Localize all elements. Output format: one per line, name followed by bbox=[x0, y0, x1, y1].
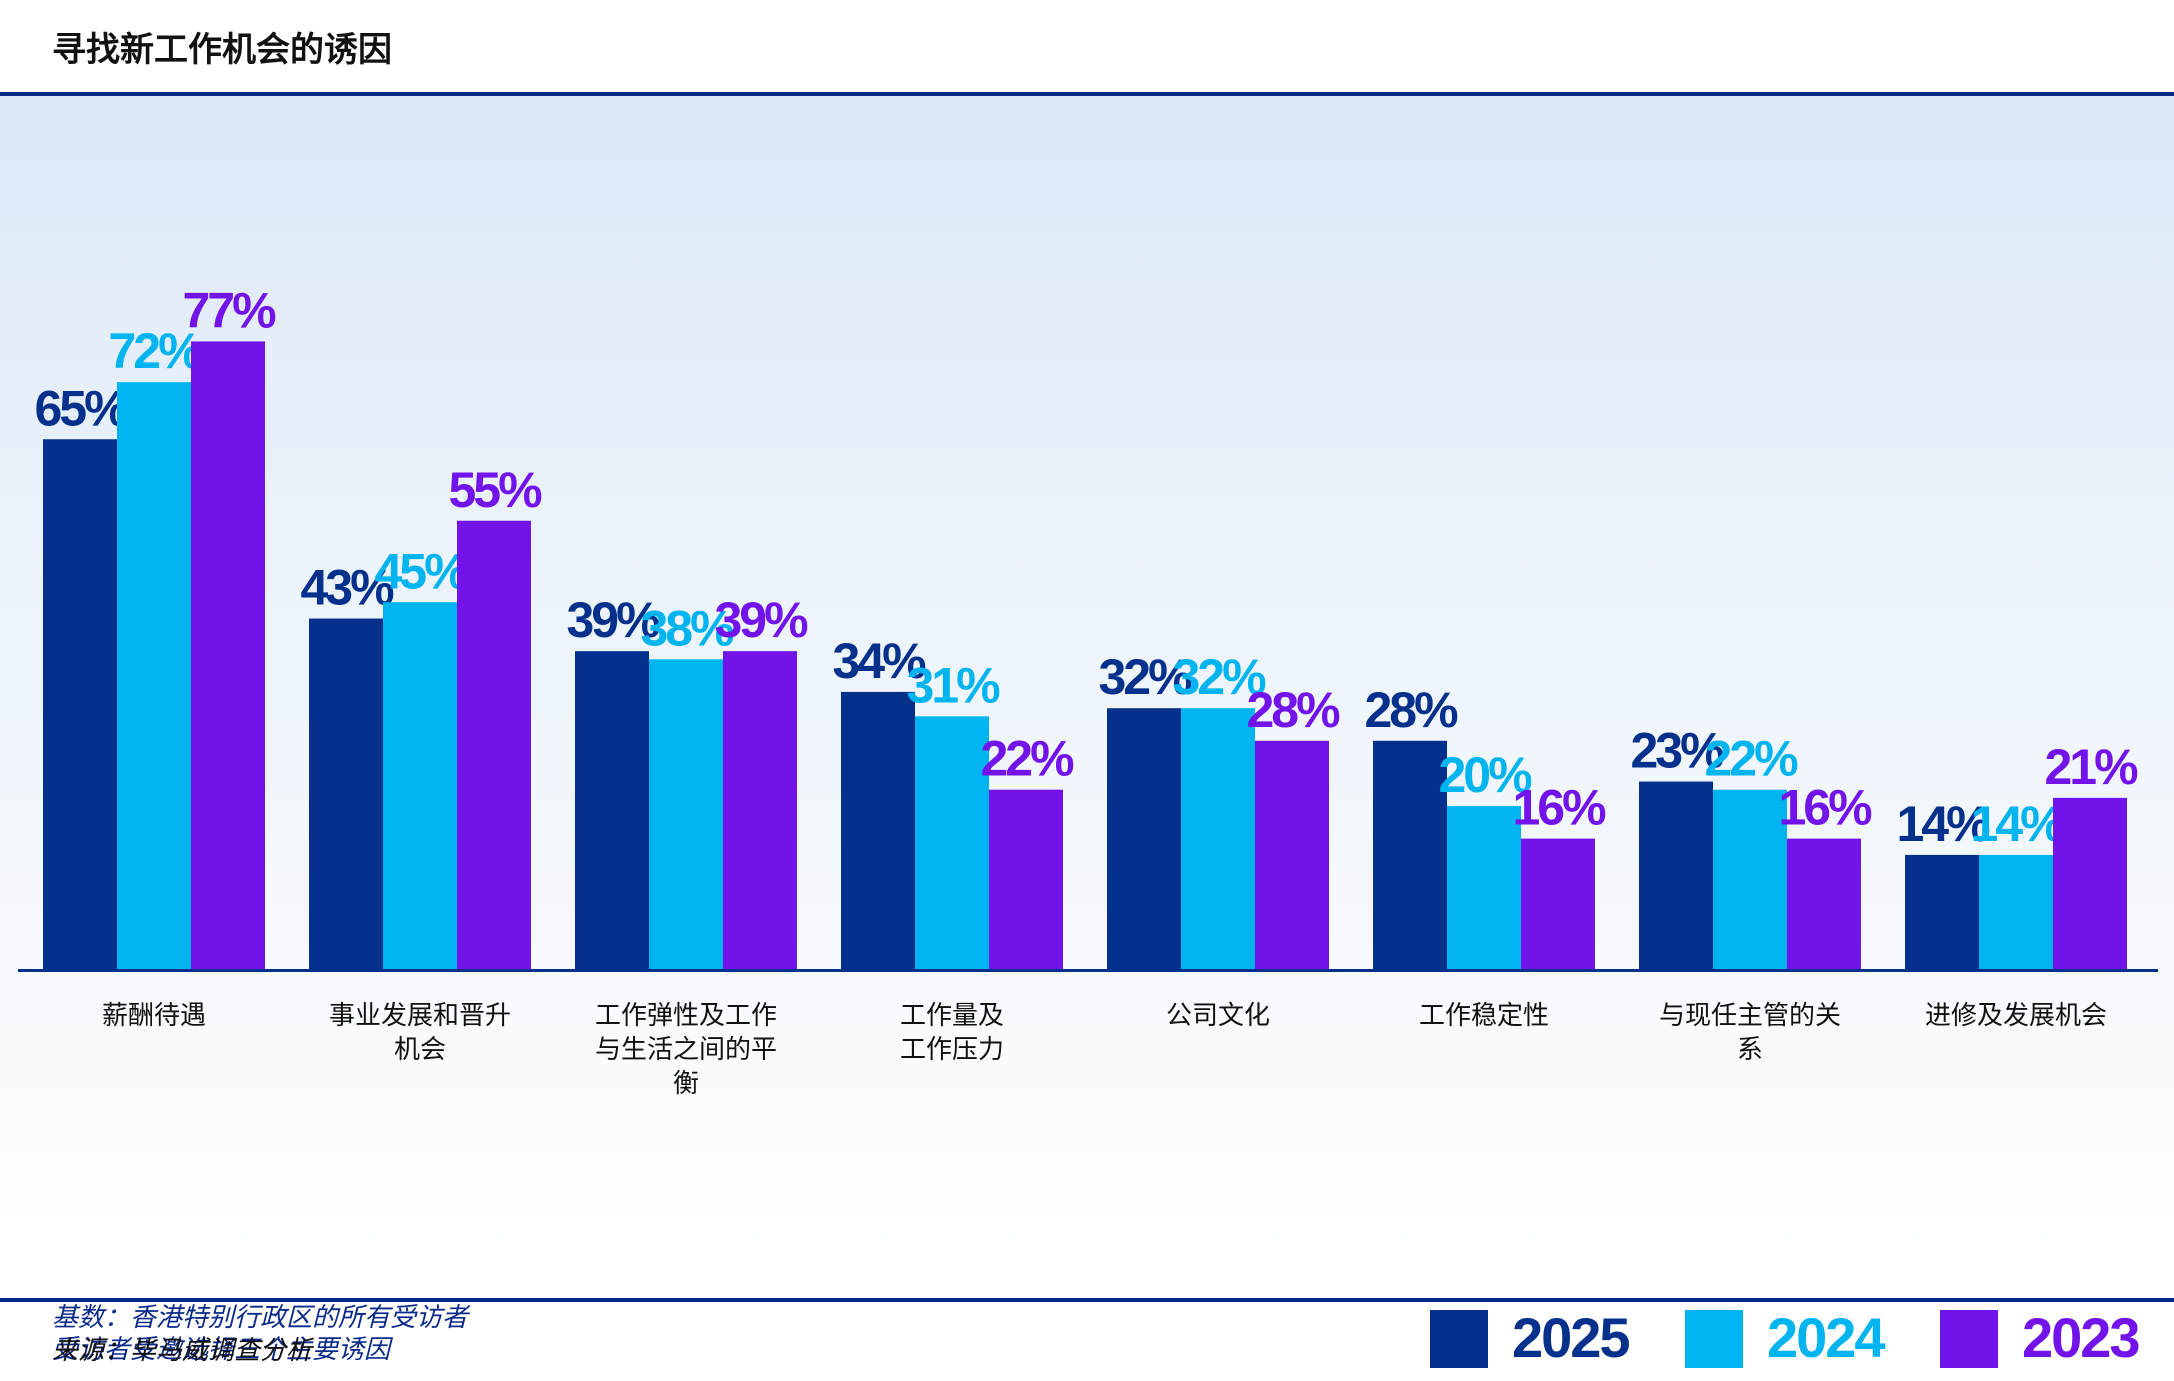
data-label-2023-1: 77% bbox=[182, 282, 276, 338]
data-label-2025-6: 28% bbox=[1364, 682, 1458, 738]
data-label-2023-2: 55% bbox=[448, 462, 542, 518]
bar-2025-4 bbox=[841, 691, 915, 969]
bar-2025-2 bbox=[309, 618, 383, 969]
legend-swatch bbox=[1430, 1310, 1488, 1368]
data-label-2023-3: 39% bbox=[714, 592, 808, 648]
data-label-2025-2: 43% bbox=[300, 560, 394, 616]
bar-2025-5 bbox=[1107, 708, 1181, 969]
data-label-2024-3: 38% bbox=[640, 600, 734, 656]
bar-2023-1 bbox=[191, 341, 265, 969]
data-label-2023-6: 16% bbox=[1512, 780, 1606, 836]
data-label-2025-1: 65% bbox=[34, 380, 128, 436]
bar-2024-6 bbox=[1447, 806, 1521, 969]
data-label-2024-6: 20% bbox=[1438, 747, 1532, 803]
data-label-2025-7: 23% bbox=[1630, 723, 1724, 779]
bar-2024-3 bbox=[649, 659, 723, 969]
bar-2024-4 bbox=[915, 716, 989, 969]
bar-2023-8 bbox=[2053, 797, 2127, 969]
bar-2025-3 bbox=[575, 651, 649, 969]
data-label-2025-8: 14% bbox=[1896, 796, 1990, 852]
bar-2023-3 bbox=[723, 651, 797, 969]
source-note: 来源：毕马威调查分析 bbox=[52, 1336, 313, 1366]
category-label-7: 与现任主管的关系 bbox=[1658, 1001, 1841, 1065]
bar-2023-2 bbox=[457, 520, 531, 969]
data-label-2024-2: 45% bbox=[374, 543, 468, 599]
chart-panel: 65% 72% 77% 43% 45% 55% 39% 38% 39% 34% 31% 22% 32% 3… bbox=[0, 96, 2174, 1368]
bar-2023-7 bbox=[1787, 838, 1861, 969]
data-label-2023-8: 21% bbox=[2044, 739, 2138, 795]
bar-2025-6 bbox=[1373, 740, 1447, 969]
category-label-5: 公司文化 bbox=[1165, 1001, 1270, 1031]
data-label-2024-5: 32% bbox=[1172, 649, 1266, 705]
bar-2025-8 bbox=[1905, 854, 1979, 969]
data-label-2024-1: 72% bbox=[108, 323, 202, 379]
data-label-2024-4: 31% bbox=[906, 657, 1000, 713]
legend-label: 2023 bbox=[2022, 1306, 2141, 1369]
category-label-1: 薪酬待遇 bbox=[101, 1001, 206, 1031]
bar-2024-1 bbox=[117, 382, 191, 969]
legend-swatch bbox=[1685, 1310, 1743, 1368]
legend-swatch bbox=[1940, 1310, 1998, 1368]
chart-title: 寻找新工作机会的诱因 bbox=[52, 30, 392, 70]
data-label-2023-5: 28% bbox=[1246, 682, 1340, 738]
category-label-4: 工作量及 工作压力 bbox=[899, 1001, 1004, 1065]
bottom-divider bbox=[0, 1298, 2174, 1302]
data-label-2023-7: 16% bbox=[1778, 780, 1872, 836]
bar-2024-2 bbox=[383, 602, 457, 969]
bar-2025-1 bbox=[43, 439, 117, 969]
bar-2023-5 bbox=[1255, 740, 1329, 969]
legend-label: 2024 bbox=[1767, 1306, 1886, 1369]
bar-2024-5 bbox=[1181, 708, 1255, 969]
bar-2023-6 bbox=[1521, 838, 1595, 969]
category-label-8: 进修及发展机会 bbox=[1924, 1001, 2107, 1031]
legend-label: 2025 bbox=[1512, 1306, 1631, 1369]
instruction-note: 受访者受邀选择三个主要诱因 bbox=[52, 1335, 391, 1365]
category-label-3: 工作弹性及工作 与生活之间的平衡 bbox=[594, 1001, 777, 1099]
bar-2025-7 bbox=[1639, 781, 1713, 969]
data-label-2025-5: 32% bbox=[1098, 649, 1192, 705]
bar-2024-8 bbox=[1979, 854, 2053, 969]
data-label-2023-4: 22% bbox=[980, 731, 1074, 787]
chart-notes: 基数：香港特别行政区的所有受访者 受访者受邀选择三个主要诱因 bbox=[52, 1302, 468, 1366]
data-label-2024-8: 14% bbox=[1970, 796, 2064, 852]
category-label-2: 事业发展和晋升 机会 bbox=[328, 1001, 511, 1065]
data-label-2025-3: 39% bbox=[566, 592, 660, 648]
data-label-2024-7: 22% bbox=[1704, 731, 1798, 787]
bar-2024-7 bbox=[1713, 789, 1787, 969]
category-label-6: 工作稳定性 bbox=[1418, 1001, 1549, 1031]
bar-chart: 65%72%77% 43%45% 55% 39%38%39% 34%31% 22% 32%3… bbox=[18, 282, 2158, 972]
top-divider bbox=[0, 92, 2174, 96]
base-note: 基数：香港特别行政区的所有受访者 bbox=[52, 1303, 469, 1333]
data-label-2025-4: 34% bbox=[832, 633, 926, 689]
bar-2023-4 bbox=[989, 789, 1063, 969]
